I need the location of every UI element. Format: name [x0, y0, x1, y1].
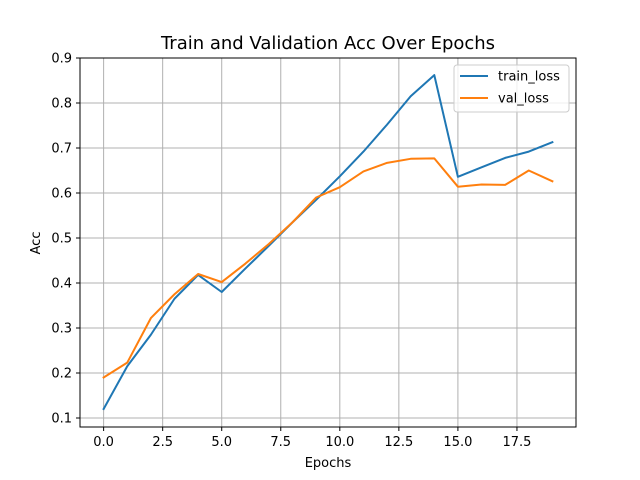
- y-axis-label: Acc: [29, 232, 44, 255]
- legend-label-train-loss: train_loss: [498, 70, 560, 85]
- x-axis-label: Epochs: [305, 456, 352, 471]
- y-tick-label: 0.3: [51, 322, 72, 337]
- plot-frame: [79, 57, 577, 428]
- y-tick-label: 0.8: [51, 97, 72, 112]
- legend: train_loss val_loss: [453, 64, 570, 113]
- x-tick-label: 12.5: [384, 435, 413, 450]
- y-tick-label: 0.2: [51, 367, 72, 382]
- x-tick-label: 10.0: [325, 435, 354, 450]
- x-tick-label: 15.0: [443, 435, 472, 450]
- series-layer: [102, 74, 554, 411]
- x-tick-label: 17.5: [502, 435, 531, 450]
- y-tick-label: 0.9: [51, 52, 72, 67]
- y-tick-label: 0.5: [51, 232, 72, 247]
- chart-title: Train and Validation Acc Over Epochs: [160, 33, 495, 54]
- x-tick-label: 2.5: [152, 435, 173, 450]
- y-tick-label: 0.6: [51, 187, 72, 202]
- x-tick-label: 0.0: [93, 435, 114, 450]
- x-tick-label: 7.5: [270, 435, 291, 450]
- y-tick-label: 0.4: [51, 277, 72, 292]
- series-line-train-loss: [102, 74, 554, 411]
- tick-layer: 0.0 2.5 5.0 7.5 10.0 12.5 15.0 17.5 0.1 0.2 0.3 0.4…: [51, 52, 531, 451]
- y-tick-label: 0.1: [51, 412, 72, 427]
- legend-label-val-loss: val_loss: [498, 92, 549, 107]
- series-line-val-loss: [102, 157, 554, 379]
- x-tick-label: 5.0: [211, 435, 232, 450]
- grid-layer: [80, 57, 576, 427]
- y-tick-label: 0.7: [51, 142, 72, 157]
